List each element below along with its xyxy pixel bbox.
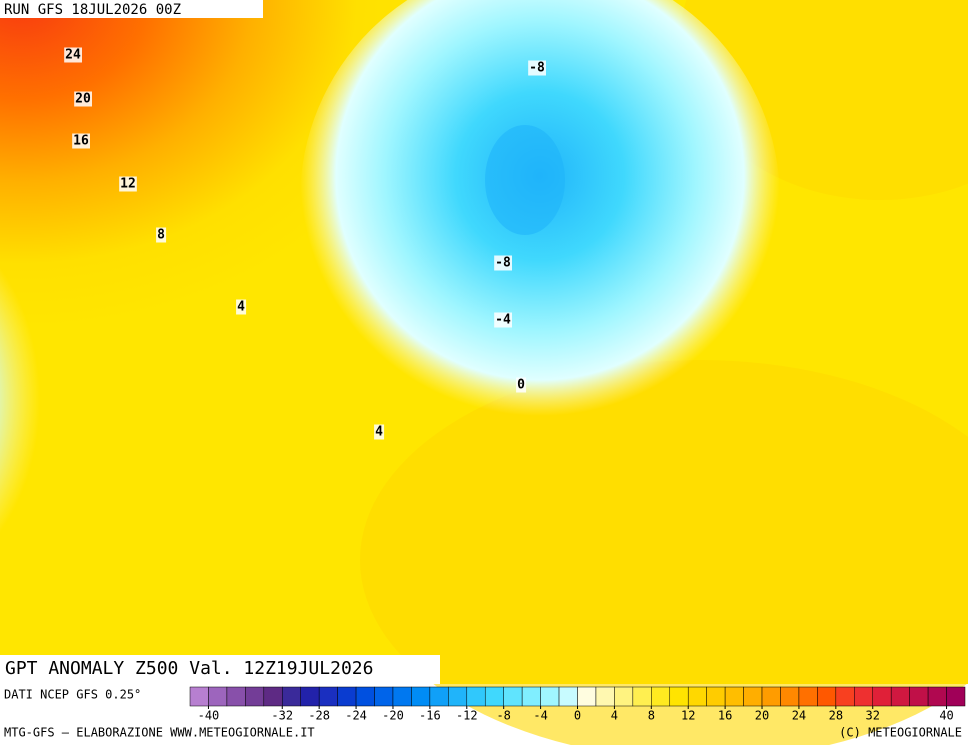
contour-label-bg (156, 227, 167, 243)
colorbar-swatch (300, 686, 320, 707)
colorbar-swatch (669, 686, 689, 707)
colorbar-tick-label: 4 (611, 709, 618, 723)
colorbar-swatch (577, 686, 597, 707)
colorbar-swatch (521, 686, 541, 707)
colorbar-tick-label: 16 (718, 709, 732, 723)
colorbar-tick-label: 24 (792, 709, 806, 723)
colorbar-swatch (208, 686, 228, 707)
colorbar-swatch (743, 686, 763, 707)
contour-label: -8 (529, 61, 545, 76)
colorbar-swatch (761, 686, 781, 707)
contour-label: 8 (157, 228, 165, 243)
colorbar-swatch (337, 686, 357, 707)
colorbar-tick-label: 8 (648, 709, 655, 723)
colorbar-swatch (595, 686, 615, 707)
colorbar-swatch (466, 686, 486, 707)
colorbar-swatch (429, 686, 449, 707)
colorbar-swatch (484, 686, 504, 707)
colorbar-swatch (374, 686, 394, 707)
colorbar-tick-label: -4 (533, 709, 547, 723)
colorbar-tick-label: 20 (755, 709, 769, 723)
contour-label-bg (74, 91, 92, 107)
contour-label: 0 (517, 378, 525, 393)
colorbar-tick-label: 28 (829, 709, 843, 723)
colorbar-tick-label: 0 (574, 709, 581, 723)
field (0, 210, 180, 590)
contour-label: 24 (65, 48, 81, 63)
contour-label-bg (494, 255, 512, 271)
colorbar-swatch (927, 686, 947, 707)
credit: MTG-GFS — ELABORAZIONE WWW.METEOGIORNALE… (4, 726, 315, 740)
colorbar-swatch (263, 686, 283, 707)
colorbar-tick-label: -8 (496, 709, 510, 723)
contour-label-bg (64, 47, 82, 63)
colorbar-swatch (392, 686, 412, 707)
contour-label: -4 (495, 313, 511, 328)
colorbar-swatch (632, 686, 652, 707)
colorbar-tick-label: 12 (681, 709, 695, 723)
field (360, 360, 968, 745)
colorbar-swatch (817, 686, 837, 707)
contour-label-bg (374, 424, 385, 440)
colorbar-swatch (245, 686, 265, 707)
colorbar-swatch (946, 686, 966, 707)
colorbar-tick-label: 32 (866, 709, 880, 723)
colorbar-swatch (226, 686, 246, 707)
colorbar-tick-label: -24 (345, 709, 367, 723)
colorbar-swatch (835, 686, 855, 707)
colorbar-swatch (189, 686, 209, 707)
colorbar-swatch (724, 686, 744, 707)
colorbar-swatch (798, 686, 818, 707)
colorbar-swatch (706, 686, 726, 707)
colorbar-tick-label: -12 (456, 709, 478, 723)
colorbar-swatch (651, 686, 671, 707)
contour-label-bg (516, 377, 527, 393)
colorbar-swatch (854, 686, 873, 707)
colorbar-swatch (558, 686, 578, 707)
colorbar-tick-label: -16 (419, 709, 441, 723)
contour-label-bg (72, 133, 90, 149)
colorbar-tick-label: -20 (382, 709, 404, 723)
contour-label: 16 (73, 134, 89, 149)
colorbar-swatch (448, 686, 468, 707)
colorbar-swatch (872, 686, 892, 707)
colorbar-swatch (890, 686, 910, 707)
contour-label-bg (494, 312, 512, 328)
colorbar-swatch (282, 686, 301, 707)
colorbar-tick-label: -28 (308, 709, 330, 723)
copyright: (C) METEOGIORNALE (839, 726, 962, 740)
colorbar-swatch (909, 686, 929, 707)
colorbar-swatch (687, 686, 707, 707)
colorbar-swatch (780, 686, 800, 707)
title-box (0, 655, 440, 684)
contour-label-bg (528, 60, 546, 76)
colorbar-swatch (540, 686, 560, 707)
colorbar-swatch (503, 686, 523, 707)
run-box (0, 0, 263, 18)
colorbar-swatch (318, 686, 338, 707)
colorbar-swatch (355, 686, 375, 707)
colorbar-tick-label: 40 (939, 709, 953, 723)
run-label: RUN GFS 18JUL2026 00Z (4, 2, 181, 18)
source: DATI NCEP GFS 0.25° (4, 688, 141, 702)
contour-label-bg (236, 299, 247, 315)
map-title: GPT ANOMALY Z500 Val. 12Z19JUL2026 (5, 658, 373, 679)
colorbar-swatch (614, 686, 634, 707)
contour-label: 12 (120, 177, 136, 192)
colorbar-tick-label: -32 (271, 709, 293, 723)
contour-label: 20 (75, 92, 91, 107)
contour-label: 4 (375, 425, 383, 440)
colorbar-tick-label: -40 (198, 709, 220, 723)
field (485, 125, 565, 235)
contour-label-bg (119, 176, 137, 192)
contour-label: -8 (495, 256, 511, 271)
contour-label: 4 (237, 300, 245, 315)
colorbar-swatch (411, 686, 431, 707)
